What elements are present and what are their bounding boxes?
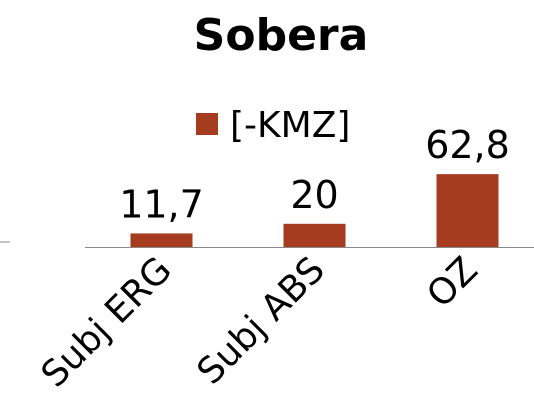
x-tick-label: Subj ERG (34, 249, 180, 395)
bar (130, 233, 193, 247)
legend-label: [-KMZ] (230, 105, 350, 146)
chart-title: Sobera (194, 10, 369, 61)
bar (436, 174, 499, 247)
legend-swatch (196, 113, 218, 135)
value-label: 11,7 (119, 182, 204, 226)
bar (283, 223, 346, 247)
value-label: 62,8 (425, 123, 510, 167)
x-tick-label: Subj ABS (190, 249, 333, 392)
value-label: 20 (290, 173, 338, 217)
x-tick-label: OZ (419, 249, 485, 315)
